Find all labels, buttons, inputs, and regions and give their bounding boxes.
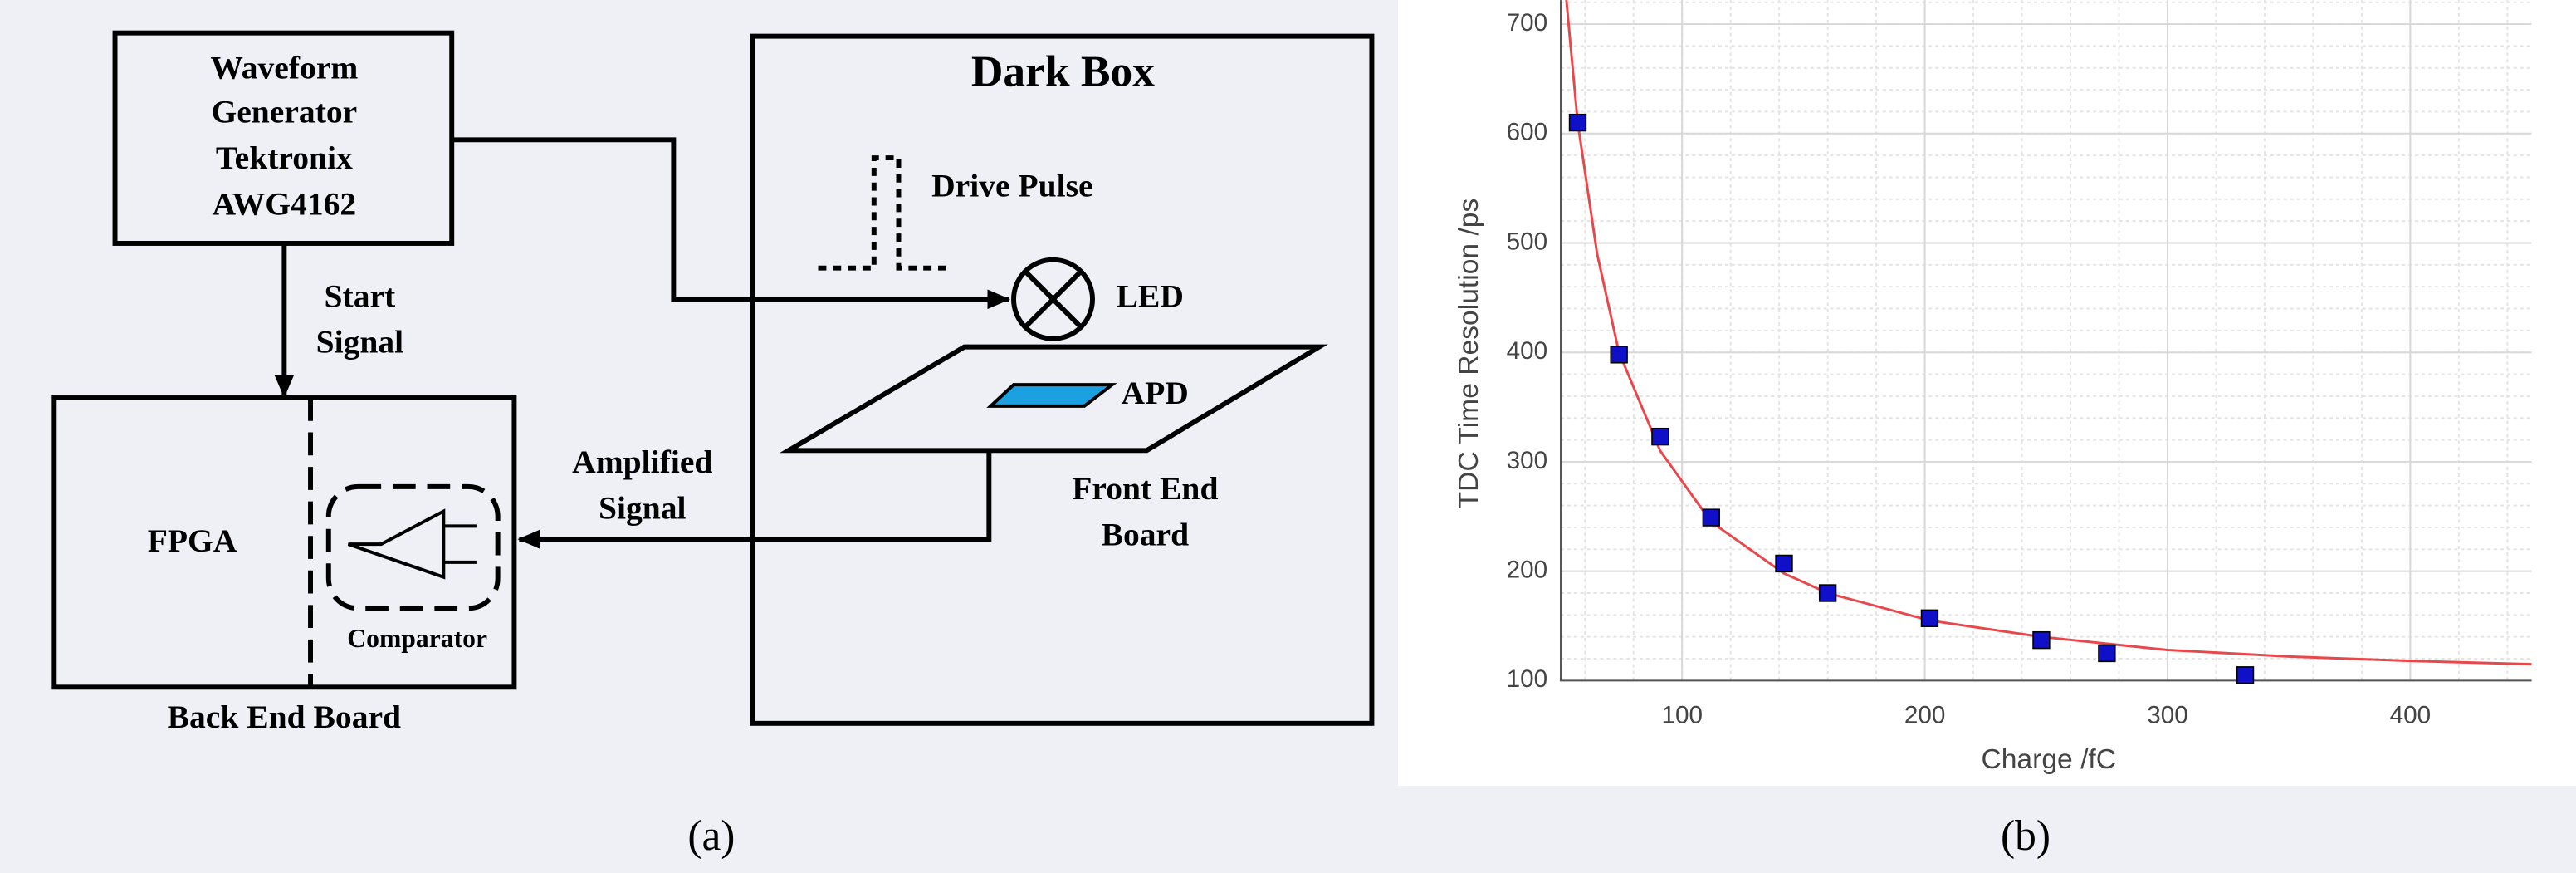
label: Back End Board bbox=[168, 699, 401, 735]
label: Generator bbox=[211, 94, 357, 130]
apd bbox=[990, 385, 1112, 406]
data-point bbox=[2237, 667, 2254, 684]
x-tick-label: 200 bbox=[1904, 702, 1946, 729]
data-point bbox=[1703, 509, 1719, 526]
label: Signal bbox=[316, 324, 404, 360]
y-tick-label: 600 bbox=[1507, 119, 1548, 146]
pulse bbox=[819, 158, 948, 268]
label: AWG4162 bbox=[213, 186, 357, 223]
data-point bbox=[1922, 610, 1938, 626]
data-point bbox=[2099, 645, 2115, 662]
figure: Waveform Generator Tektronix AWG4162 Dar… bbox=[0, 0, 2576, 873]
y-axis-label: TDC Time Resolution /ps bbox=[1454, 199, 1484, 509]
y-tick-label: 400 bbox=[1507, 337, 1548, 365]
data-point bbox=[1611, 346, 1627, 363]
data-point bbox=[1652, 429, 1669, 445]
y-tick-label: 200 bbox=[1507, 557, 1548, 584]
comparator bbox=[349, 512, 477, 577]
led-cross bbox=[1025, 272, 1081, 327]
arrow bbox=[452, 140, 1009, 299]
diagram: Waveform Generator Tektronix AWG4162 Dar… bbox=[54, 33, 1371, 860]
label: Board bbox=[1102, 516, 1190, 552]
data-point bbox=[1776, 556, 1792, 572]
y-tick-label: 500 bbox=[1507, 228, 1548, 255]
y-tick-label: 700 bbox=[1507, 9, 1548, 37]
label: FPGA bbox=[148, 522, 237, 559]
label: Drive Pulse bbox=[931, 168, 1092, 204]
data-point bbox=[2033, 632, 2050, 649]
page: Waveform Generator Tektronix AWG4162 Dar… bbox=[0, 0, 2576, 873]
label: Waveform bbox=[210, 49, 358, 86]
caption: (a) bbox=[687, 812, 735, 860]
label: Tektronix bbox=[216, 140, 353, 176]
x-tick-label: 400 bbox=[2390, 702, 2432, 729]
x-axis-label: Charge /fC bbox=[1981, 744, 2116, 775]
x-tick-label: 300 bbox=[2147, 702, 2188, 729]
caption: (b) bbox=[2001, 812, 2051, 860]
y-tick-label: 100 bbox=[1507, 665, 1548, 693]
label: Start bbox=[325, 277, 396, 314]
data-point bbox=[1820, 585, 1836, 601]
dark-box bbox=[752, 37, 1371, 723]
data-point bbox=[1570, 115, 1586, 131]
label: Dark Box bbox=[971, 46, 1155, 96]
y-tick-label: 300 bbox=[1507, 447, 1548, 474]
label: APD bbox=[1122, 375, 1189, 411]
label: Front End bbox=[1072, 470, 1218, 507]
label: Comparator bbox=[347, 624, 487, 653]
label: Signal bbox=[599, 490, 687, 527]
label: Amplified bbox=[572, 444, 712, 480]
label: LED bbox=[1117, 277, 1184, 314]
x-tick-label: 100 bbox=[1661, 702, 1703, 729]
